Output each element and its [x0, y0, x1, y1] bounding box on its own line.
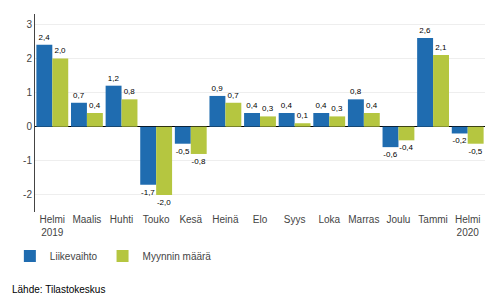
- svg-text:-1: -1: [23, 155, 32, 166]
- svg-text:0,3: 0,3: [262, 104, 274, 113]
- svg-text:-0,2: -0,2: [453, 136, 467, 145]
- svg-text:2,6: 2,6: [419, 26, 431, 35]
- svg-text:Helmi2020: Helmi2020: [455, 214, 481, 238]
- svg-text:Maalis: Maalis: [72, 214, 101, 225]
- svg-text:0,4: 0,4: [89, 101, 101, 110]
- svg-text:2: 2: [26, 53, 32, 64]
- svg-text:-0,5: -0,5: [468, 147, 482, 156]
- svg-text:2,0: 2,0: [54, 46, 66, 55]
- svg-text:2,4: 2,4: [39, 33, 51, 42]
- svg-text:Tammi: Tammi: [418, 214, 447, 225]
- svg-text:Syys: Syys: [284, 214, 306, 225]
- svg-text:0,1: 0,1: [297, 111, 309, 120]
- svg-text:Heinä: Heinä: [212, 214, 239, 225]
- svg-text:Touko: Touko: [143, 214, 170, 225]
- svg-text:-0,8: -0,8: [192, 157, 206, 166]
- svg-text:0,4: 0,4: [315, 101, 327, 110]
- svg-text:0,8: 0,8: [124, 87, 136, 96]
- svg-text:-2: -2: [23, 189, 32, 200]
- svg-text:Myynnin määrä: Myynnin määrä: [143, 251, 212, 262]
- svg-text:Marras: Marras: [348, 214, 379, 225]
- svg-text:0,4: 0,4: [246, 101, 258, 110]
- svg-text:Loka: Loka: [318, 214, 340, 225]
- svg-text:Liikevaihto: Liikevaihto: [50, 251, 98, 262]
- svg-text:0,7: 0,7: [73, 91, 85, 100]
- svg-text:Elo: Elo: [253, 214, 268, 225]
- svg-text:1,2: 1,2: [108, 74, 120, 83]
- svg-text:Joulu: Joulu: [387, 214, 411, 225]
- svg-text:0: 0: [26, 121, 32, 132]
- svg-text:-0,5: -0,5: [176, 147, 190, 156]
- svg-text:1: 1: [26, 87, 32, 98]
- svg-text:2,1: 2,1: [435, 43, 447, 52]
- svg-text:Kesä: Kesä: [179, 214, 202, 225]
- svg-text:0,7: 0,7: [228, 91, 240, 100]
- svg-text:Lähde: Tilastokeskus: Lähde: Tilastokeskus: [12, 284, 105, 295]
- svg-text:Huhti: Huhti: [110, 214, 133, 225]
- svg-text:-1,7: -1,7: [141, 188, 155, 197]
- svg-text:-2,0: -2,0: [157, 198, 171, 207]
- svg-text:-0,6: -0,6: [383, 150, 397, 159]
- svg-text:0,4: 0,4: [281, 101, 293, 110]
- svg-text:0,3: 0,3: [331, 104, 343, 113]
- svg-text:0,8: 0,8: [350, 87, 362, 96]
- svg-text:0,9: 0,9: [212, 84, 224, 93]
- svg-text:3: 3: [26, 19, 32, 30]
- svg-text:0,4: 0,4: [366, 101, 378, 110]
- svg-text:-0,4: -0,4: [399, 143, 413, 152]
- svg-text:Helmi2019: Helmi2019: [40, 214, 66, 238]
